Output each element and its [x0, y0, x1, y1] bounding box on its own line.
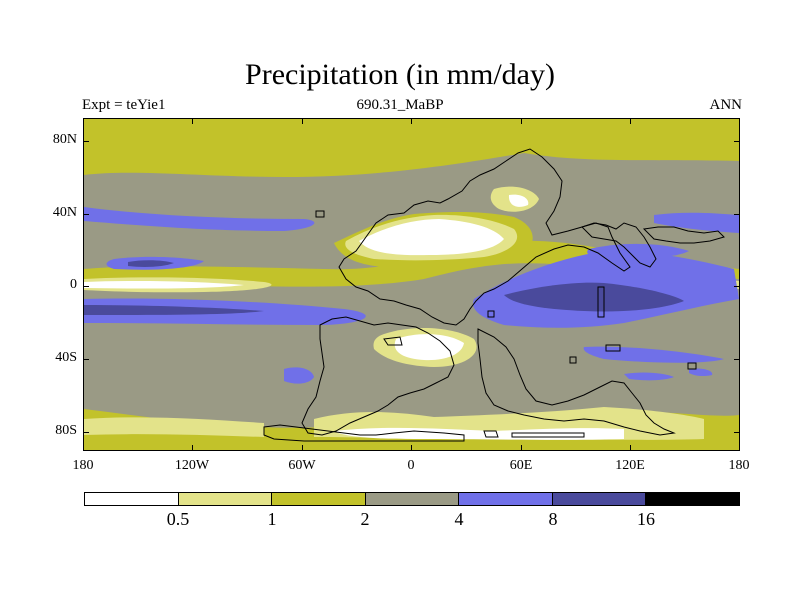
colorbar-label: 16 [637, 509, 655, 529]
colorbar-box [85, 493, 179, 505]
y-tick-label-80s: 80S [55, 423, 77, 438]
colorbar-label: 0.5 [166, 509, 190, 529]
colorbar-label: 4 [454, 509, 464, 529]
colorbar-box [272, 493, 366, 505]
northern-continent-outline [338, 148, 631, 326]
eastern-continent-outline [477, 328, 676, 436]
colorbar [84, 492, 740, 506]
precipitation-map [84, 119, 739, 450]
y-tick-label-40s: 40S [55, 350, 77, 365]
map-plot-area [83, 118, 740, 451]
period-label: 690.31_MaBP [356, 97, 444, 113]
colorbar-box [459, 493, 553, 505]
colorbar-label: 1 [267, 509, 277, 529]
colorbar-box [646, 493, 740, 505]
y-tick-label-0: 0 [70, 277, 77, 292]
chart-title: Precipitation (in mm/day) [245, 58, 555, 91]
colorbar-box [365, 493, 460, 505]
field-olive-north [84, 119, 739, 177]
field-white-southern-desert [394, 334, 464, 361]
continent-outlines [263, 148, 725, 442]
southern-continent-outline [301, 316, 455, 436]
colorbar-label: 2 [360, 509, 370, 529]
field-white-equator [84, 281, 244, 289]
season-label: ANN [709, 97, 743, 113]
x-tick-label-0: 0 [407, 458, 415, 473]
x-tick-label-60e: 60E [509, 458, 533, 473]
experiment-label: Expt = teYie1 [82, 97, 166, 113]
colorbar-box [552, 493, 647, 505]
x-tick-label-180e: 180 [728, 458, 750, 473]
y-tick-label-40n: 40N [52, 205, 77, 220]
field-white-northern-desert [359, 219, 504, 256]
x-tick-label-60w: 60W [288, 458, 316, 473]
x-tick-label-120e: 120E [615, 458, 645, 473]
y-tick-label-80n: 80N [52, 132, 77, 147]
colorbar-label: 8 [548, 509, 558, 529]
colorbar-box [178, 493, 273, 505]
x-tick-label-120w: 120W [174, 458, 210, 473]
x-tick-label-180w: 180 [72, 458, 94, 473]
